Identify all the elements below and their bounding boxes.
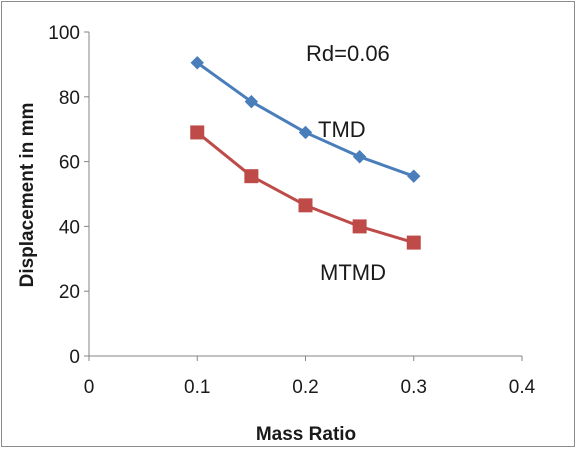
annotations: Rd=0.06 TMD MTMD [306, 41, 390, 285]
data-point-tmd [407, 169, 421, 183]
series-line-mtmd [196, 131, 415, 245]
x-tick-label: 0.3 [401, 377, 427, 398]
series-label-tmd: TMD [318, 117, 366, 142]
series-label-mtmd: MTMD [320, 260, 386, 285]
y-tick-label: 60 [59, 153, 80, 174]
x-axis-title: Mass Ratio [256, 424, 356, 445]
x-tick-label: 0.1 [184, 377, 210, 398]
data-point-mtmd [244, 169, 259, 184]
y-axis-title: Displacement in mm [17, 103, 38, 288]
data-point-mtmd [406, 235, 421, 250]
data-point-tmd [352, 150, 367, 164]
annotation-rd: Rd=0.06 [306, 41, 390, 66]
y-tick-label: 40 [59, 217, 80, 238]
tick-labels: 0 20 40 60 80 100 0 0.1 0.2 0.3 0.4 [48, 23, 535, 398]
data-point-tmd [298, 125, 313, 140]
data-point-mtmd [352, 219, 367, 234]
x-tick-label: 0.2 [292, 377, 318, 398]
x-tick-label: 0 [84, 377, 95, 398]
data-point-mtmd [190, 125, 205, 140]
series-lines [196, 61, 415, 245]
data-point-tmd [190, 56, 204, 70]
data-point-mtmd [298, 198, 313, 213]
data-point-tmd [244, 94, 259, 109]
tick-marks [84, 31, 523, 361]
y-tick-label: 20 [59, 282, 80, 303]
y-tick-label: 100 [48, 23, 80, 44]
y-tick-label: 0 [69, 347, 80, 368]
axes [88, 32, 522, 357]
x-tick-label: 0.4 [509, 377, 536, 398]
series-markers [190, 56, 421, 250]
y-tick-label: 80 [59, 88, 80, 109]
